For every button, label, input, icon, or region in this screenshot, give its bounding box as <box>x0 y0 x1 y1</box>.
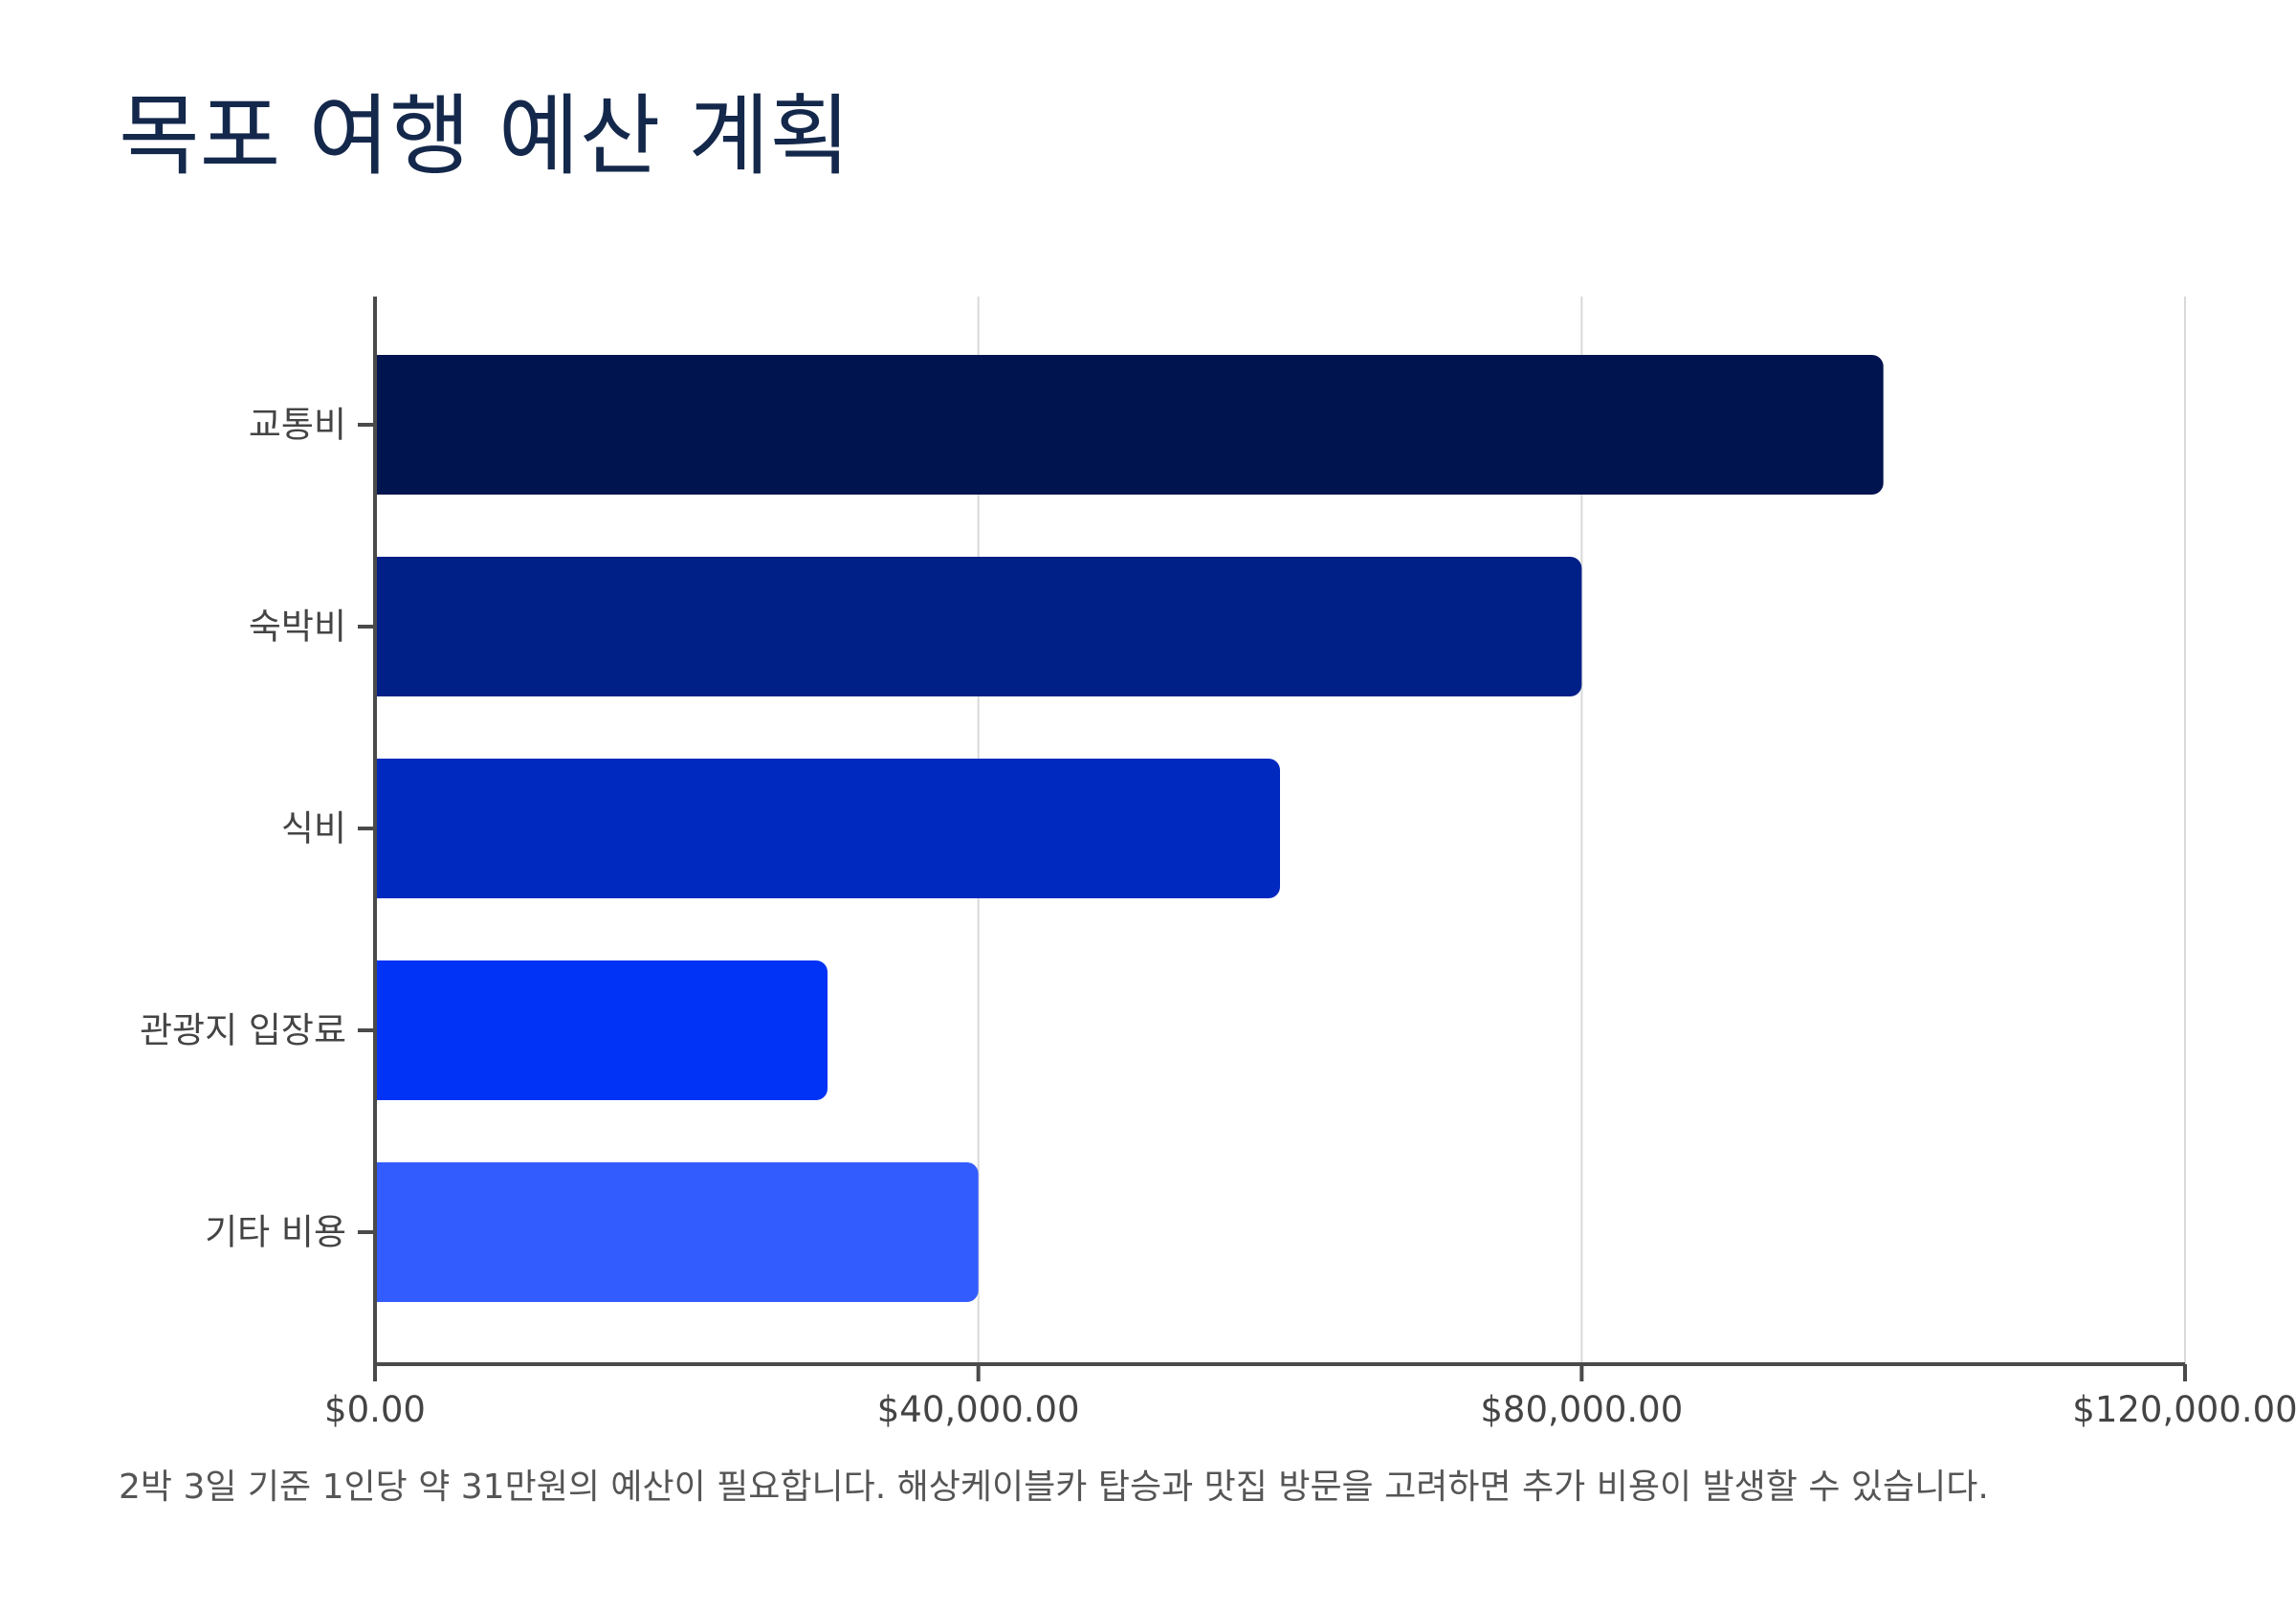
y-tick-label: 숙박비 <box>249 607 346 648</box>
bar-2 <box>375 557 1582 696</box>
bar-1 <box>375 355 1884 495</box>
x-tick-label: $40,000.00 <box>877 1389 1080 1430</box>
bar-1-edge <box>375 355 390 495</box>
bar-4-edge <box>375 960 390 1100</box>
bar-2-edge <box>375 557 390 696</box>
bar-4 <box>375 960 828 1100</box>
bar-3-edge <box>375 759 390 898</box>
y-tick-label: 교통비 <box>249 405 346 446</box>
bar-5-edge <box>375 1162 390 1302</box>
y-tick-label: 관광지 입장료 <box>140 1010 346 1051</box>
chart-title: 목포 여행 예산 계획 <box>119 85 850 188</box>
bar-5 <box>375 1162 979 1302</box>
bars <box>375 355 1884 1302</box>
axes <box>358 297 2187 1381</box>
x-tick-label: $120,000.00 <box>2072 1389 2296 1430</box>
x-tick-label: $80,000.00 <box>1480 1389 1683 1430</box>
y-tick-label: 식비 <box>281 808 346 850</box>
y-tick-label: 기타 비용 <box>205 1212 346 1253</box>
x-tick-label: $0.00 <box>324 1389 426 1430</box>
bar-3 <box>375 759 1280 898</box>
chart-note: 2박 3일 기준 1인당 약 31만원의 예산이 필요합니다. 해상케이블카 탑… <box>119 1468 1989 1507</box>
